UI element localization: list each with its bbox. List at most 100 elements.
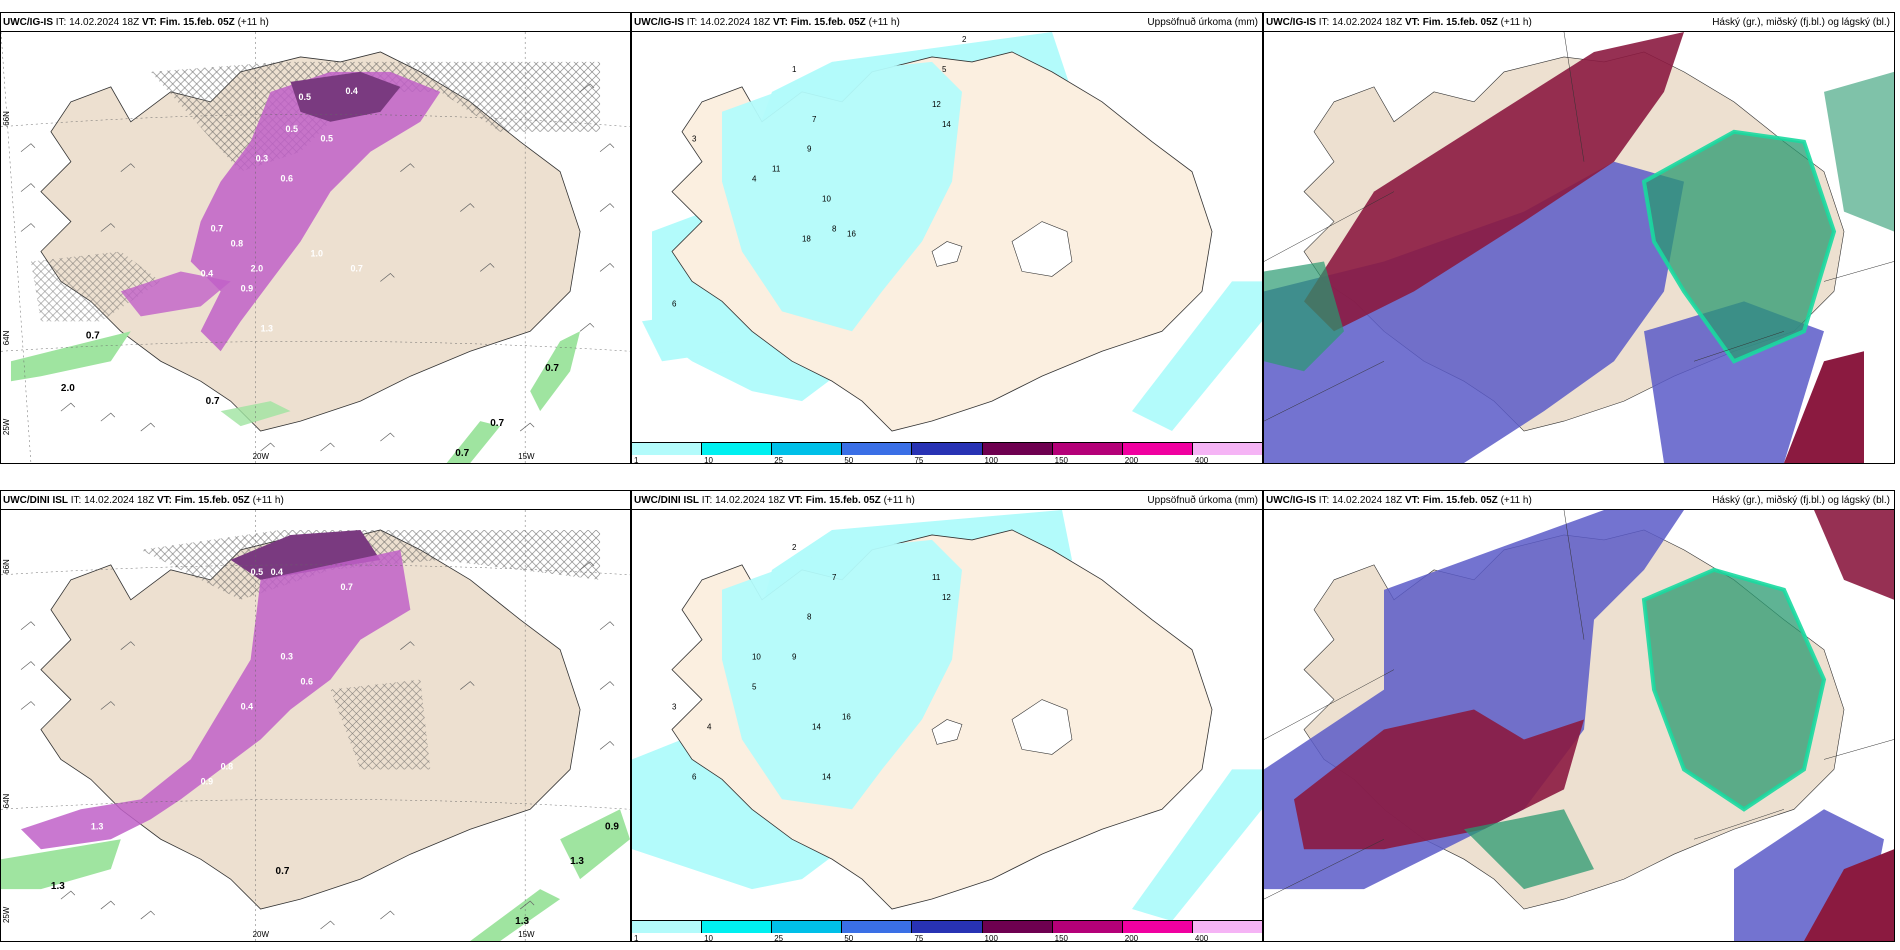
- cloud-title: Háský (gr.), miðský (fj.bl.) og lágský (…: [1712, 495, 1890, 506]
- colorbar: 1 10 25 50 75 100 150 200 400: [632, 920, 1262, 941]
- panel-title: UWC/IG-IS IT: 14.02.2024 18Z VT: Fim. 15…: [634, 17, 900, 28]
- value-label: 1.3: [261, 323, 273, 333]
- value-label: 0.5: [251, 567, 263, 577]
- panel-wind-row2: UWC/DINI ISL IT: 14.02.2024 18Z VT: Fim.…: [0, 490, 631, 942]
- colorbar-segment: 10: [702, 443, 773, 463]
- panel-precip-row2: UWC/DINI ISL IT: 14.02.2024 18Z VT: Fim.…: [631, 490, 1263, 942]
- value-label: 0.9: [201, 776, 213, 786]
- precip-label: 14: [812, 722, 821, 731]
- precip-label: 12: [942, 593, 951, 602]
- precip-label: 5: [942, 65, 947, 74]
- panel-title: UWC/DINI ISL IT: 14.02.2024 18Z VT: Fim.…: [634, 495, 915, 506]
- lat-label: 64N: [2, 793, 11, 808]
- lon-label: 20W: [253, 930, 270, 939]
- precip-label: 3: [692, 135, 697, 144]
- precip-green-se: [530, 331, 581, 412]
- value-label: 0.8: [231, 239, 243, 249]
- wind-map-svg: 0.5 0.4 0.3 0.5 0.5 0.6 0.7 0.8 0.4 1.3 …: [1, 32, 630, 463]
- colorbar-segment: 1: [632, 921, 703, 941]
- precip-label: 14: [942, 120, 951, 129]
- precip-cyan-overlay: [722, 61, 962, 332]
- panel-precip-row1: UWC/IG-IS IT: 14.02.2024 18Z VT: Fim. 15…: [631, 12, 1263, 464]
- precip-label: 7: [832, 573, 837, 582]
- precip-map-svg: 1 2 3 4 5 6 7 8 9 10 11 12 14 16 18: [632, 32, 1262, 443]
- grid-lines: [1, 32, 630, 463]
- precip-label: 4: [752, 175, 757, 184]
- value-label: 0.7: [455, 448, 469, 459]
- wind-barbs: [20, 561, 615, 930]
- colorbar-segment: 400: [1192, 921, 1262, 941]
- wind-map-svg: 0.5 0.4 0.7 0.3 0.4 0.6 0.8 1.3 0.9 1.3 …: [1, 510, 630, 941]
- colorbar-segment: 200: [1122, 443, 1193, 463]
- cloud-green: [1644, 569, 1824, 810]
- colorbar-segment: 25: [772, 443, 843, 463]
- glaciers: [931, 699, 1073, 755]
- cloud-green-sw: [1264, 261, 1344, 372]
- precip-label: 16: [847, 230, 856, 239]
- value-label: 1.0: [311, 248, 323, 258]
- value-label: 0.9: [241, 283, 253, 293]
- value-label: 0.4: [241, 702, 253, 712]
- precip-label: 7: [812, 115, 817, 124]
- precip-label: 18: [802, 234, 811, 243]
- precip-label: 2: [792, 543, 797, 552]
- wind-barbs: [20, 83, 615, 452]
- lon-label: 25W: [2, 418, 11, 435]
- colorbar-segment: 50: [842, 921, 913, 941]
- lon-label: 25W: [2, 906, 11, 923]
- colorbar: 1 10 25 50 75 100 150 200 400: [632, 442, 1262, 463]
- value-label: 1.3: [91, 821, 103, 831]
- precip-purple-dark: [290, 71, 401, 122]
- value-label: 0.5: [320, 134, 332, 144]
- cloud-red-se: [1804, 849, 1894, 941]
- grid-lines: [1, 510, 630, 941]
- cloud-red: [1304, 32, 1684, 332]
- precip-cyan-band: [642, 311, 732, 362]
- cloud-title: Háský (gr.), miðský (fj.bl.) og lágský (…: [1712, 17, 1890, 28]
- colorbar-segment: 400: [1192, 443, 1262, 463]
- value-label: 0.6: [281, 174, 293, 184]
- panel-title: UWC/IG-IS IT: 14.02.2024 18Z VT: Fim. 15…: [1266, 495, 1532, 506]
- precip-label: 16: [842, 712, 851, 721]
- panel-cloud-row2: UWC/IG-IS IT: 14.02.2024 18Z VT: Fim. 15…: [1263, 490, 1895, 942]
- colorbar-segment: 75: [912, 443, 983, 463]
- value-label: 0.3: [281, 652, 293, 662]
- cloud-green-outline: [1641, 567, 1827, 812]
- precip-label: 3: [672, 703, 677, 712]
- value-label: 0.7: [206, 396, 220, 407]
- value-label: 2.0: [61, 383, 75, 394]
- colorbar-segment: 150: [1052, 921, 1123, 941]
- cloud-red-2: [1784, 351, 1864, 463]
- precip-purple-dark: [230, 529, 381, 580]
- value-label: 0.7: [86, 330, 100, 341]
- precip-label: 8: [807, 613, 812, 622]
- precip-map: 2 3 4 5 6 7 8 9 10 11 12 14 16 14: [632, 509, 1262, 921]
- lat-label: 66N: [2, 111, 11, 126]
- cloud-green-s: [1464, 809, 1594, 890]
- precip-label: 9: [792, 653, 797, 662]
- colorbar-segment: 200: [1122, 921, 1193, 941]
- panel-wind-row1: UWC/IG-IS IT: 14.02.2024 18Z VT: Fim. 15…: [0, 12, 631, 464]
- precip-label: 5: [752, 683, 757, 692]
- value-label: 0.9: [605, 821, 619, 832]
- cloud-red-ne: [1814, 510, 1894, 600]
- cloud-map-svg: [1264, 32, 1894, 463]
- colorbar-segment: 10: [702, 921, 773, 941]
- precip-label: 10: [752, 653, 761, 662]
- value-label: 0.7: [350, 263, 362, 273]
- lon-label: 15W: [518, 930, 535, 939]
- precip-title: Uppsöfnuð úrkoma (mm): [1147, 495, 1258, 506]
- value-label: 0.4: [345, 86, 357, 96]
- precip-map: 1 2 3 4 5 6 7 8 9 10 11 12 14 16 18: [632, 31, 1262, 443]
- cloud-green-ne: [1824, 71, 1894, 232]
- cloud-map-svg: [1264, 510, 1894, 941]
- precip-green-s: [446, 421, 501, 463]
- value-label: 1.3: [515, 916, 529, 927]
- colorbar-segment: 75: [912, 921, 983, 941]
- colorbar-segment: 25: [772, 921, 843, 941]
- precip-label: 2: [962, 35, 967, 44]
- precip-cyan-se: [1132, 769, 1262, 921]
- precip-purple: [20, 549, 411, 850]
- panel-title: UWC/IG-IS IT: 14.02.2024 18Z VT: Fim. 15…: [1266, 17, 1532, 28]
- precip-green-s: [470, 889, 561, 941]
